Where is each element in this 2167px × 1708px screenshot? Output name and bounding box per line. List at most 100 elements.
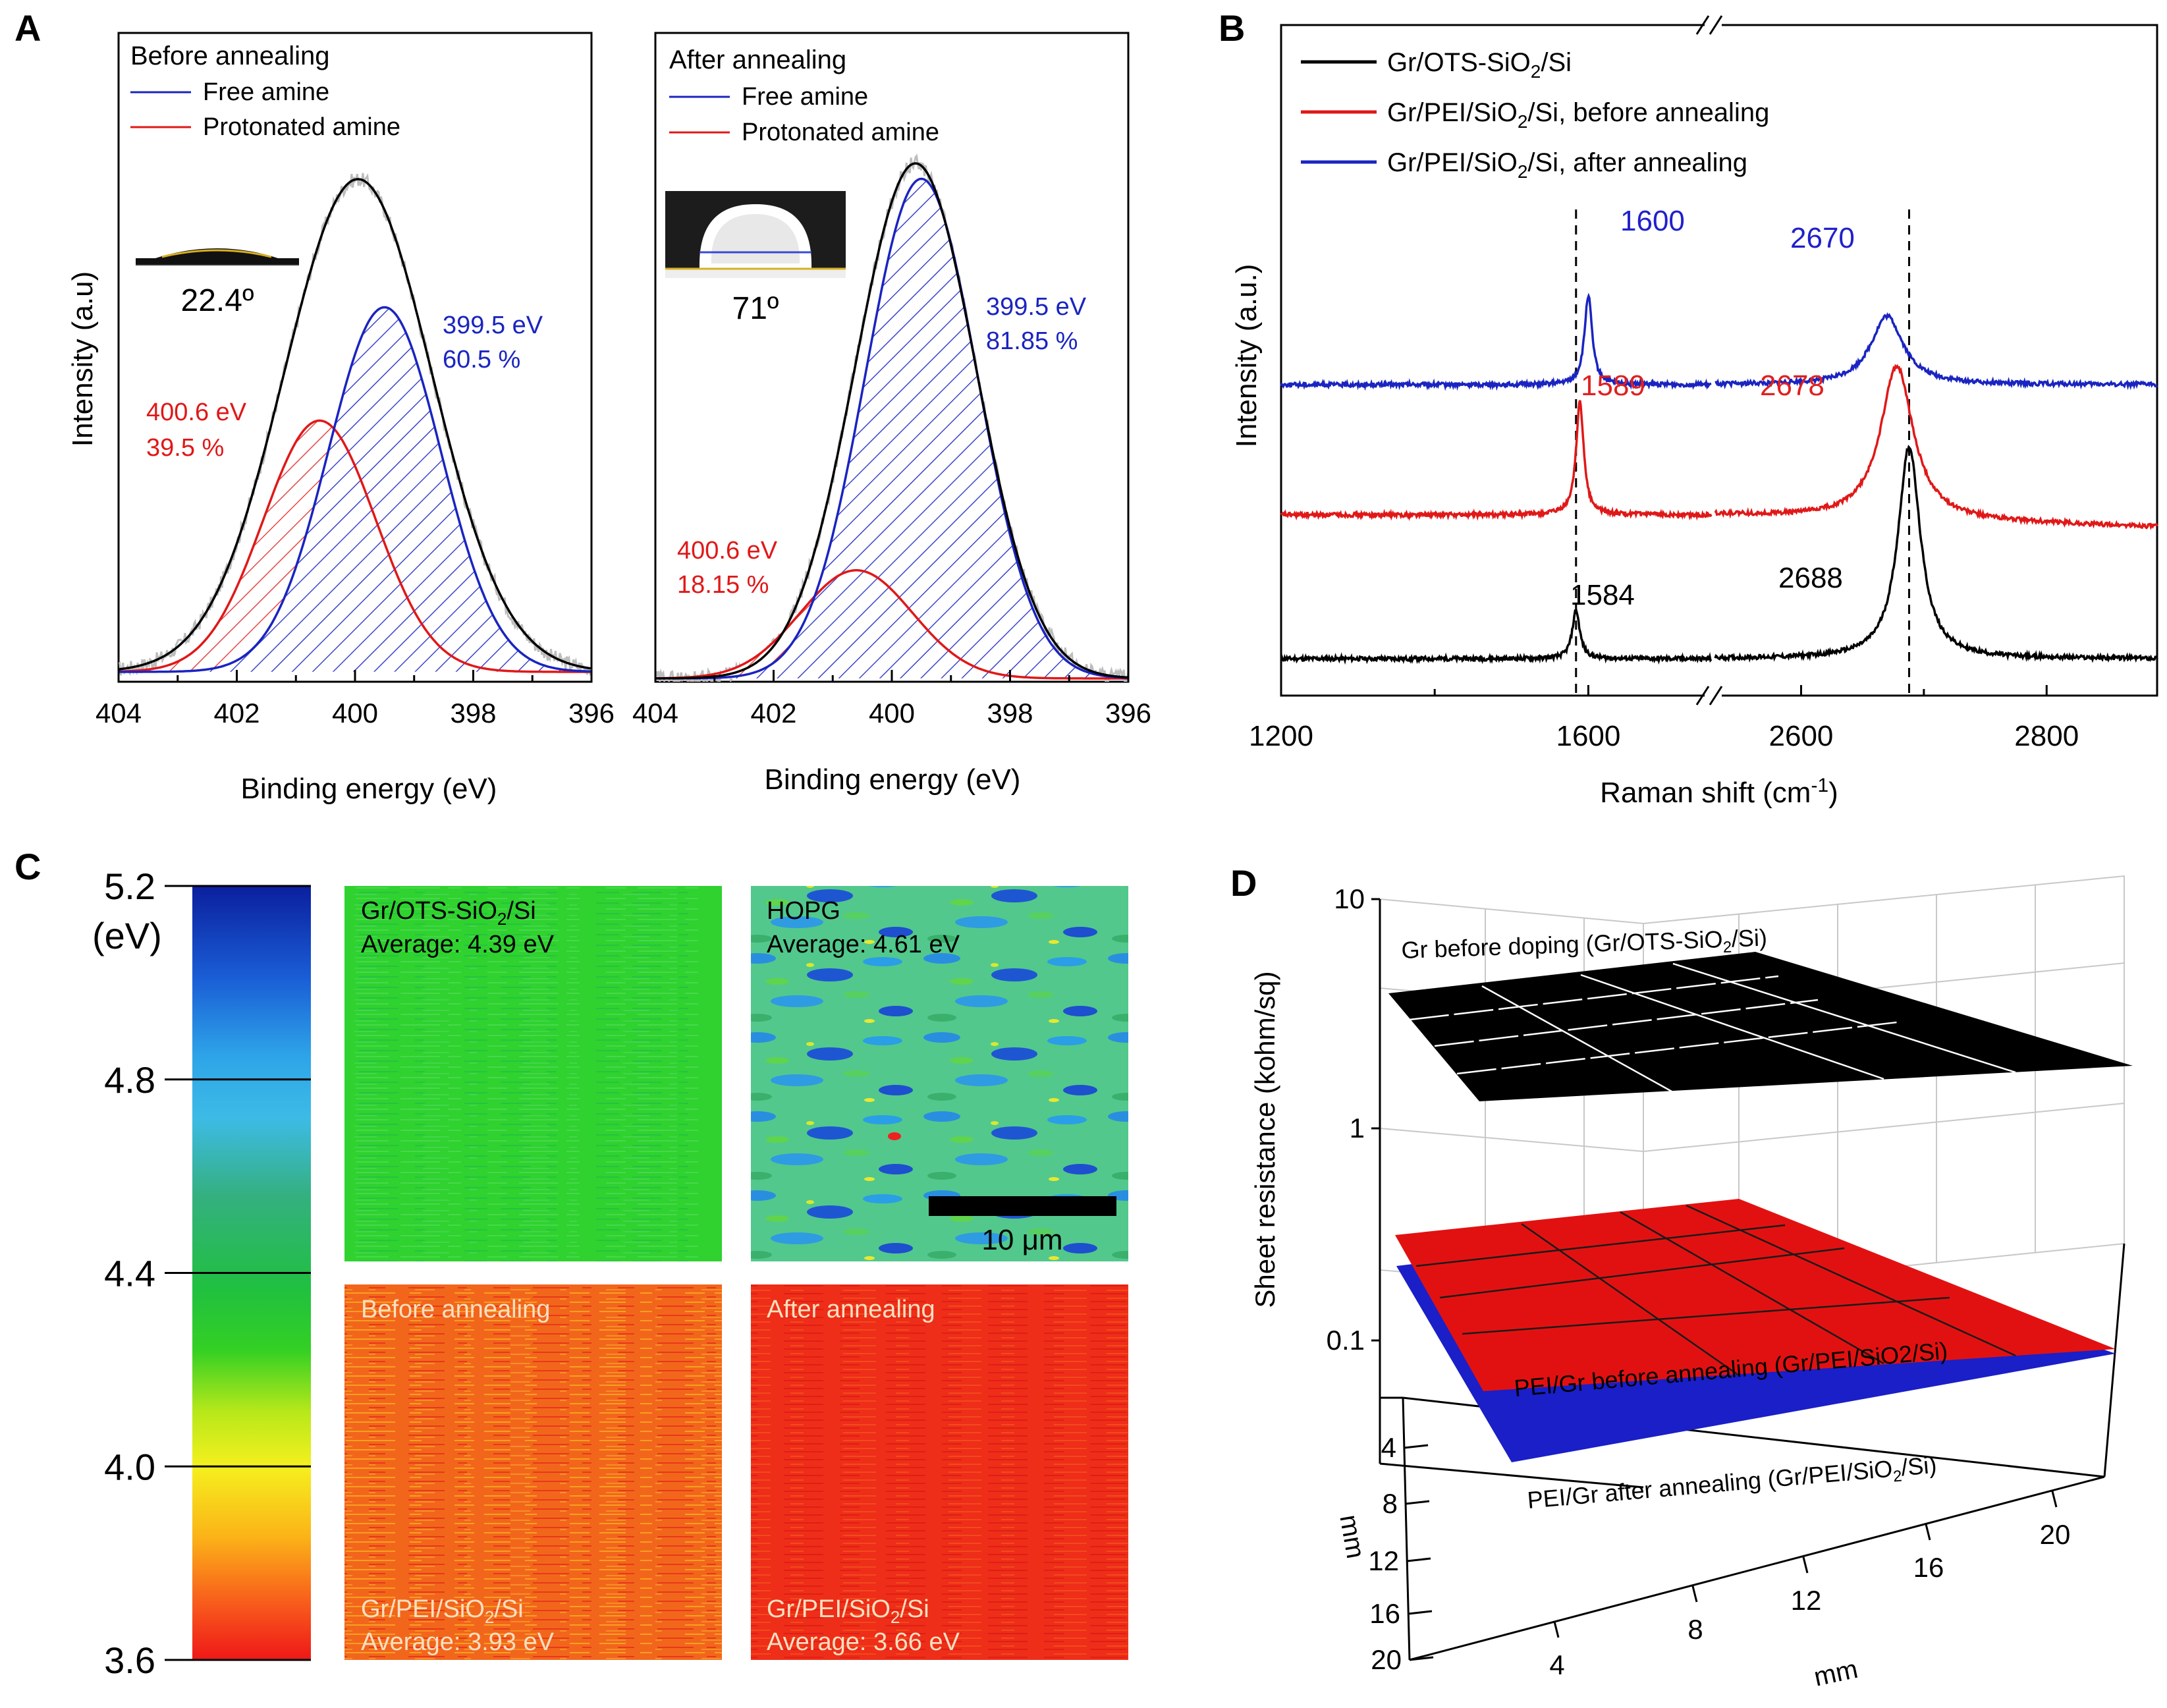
colorbar-ticks: 5.2 4.8 4.4 4.0 3.6 <box>104 866 311 1681</box>
horizontal-axis-ticks: 4 8 12 16 20 <box>1549 1491 2070 1680</box>
x-tick-label: 402 <box>213 698 260 729</box>
free-amine-percent-before: 60.5 % <box>443 346 520 373</box>
xps-before-x-ticks: 404 402 400 398 396 <box>96 670 615 729</box>
map-before-average: Average: 3.93 eV <box>361 1628 555 1656</box>
map-ots-title: Gr/OTS-SiO2/Si <box>361 897 536 929</box>
x-tick-label: 402 <box>750 698 796 729</box>
map-before-annealing <box>344 1284 722 1660</box>
depth-tick-label: 20 <box>1371 1644 1402 1675</box>
xps-after-envelope <box>655 162 1128 680</box>
colorbar-tick-label: 5.2 <box>104 866 155 907</box>
colorbar-tick-label: 3.6 <box>104 1639 155 1681</box>
z-tick-label: 10 <box>1334 883 1365 914</box>
map-before-title: Before annealing <box>361 1296 550 1323</box>
contact-angle-after-label: 71º <box>732 291 779 326</box>
x-tick-label: 404 <box>96 698 142 729</box>
free-amine-energy-before: 399.5 eV <box>443 312 543 339</box>
depth-tick-label: 12 <box>1368 1545 1399 1576</box>
horizontal-tick-label: 20 <box>2040 1519 2071 1550</box>
x-tick-label: 1600 <box>1556 720 1620 752</box>
xps-after-protonated-line <box>655 569 1128 680</box>
colorbar-tick-label: 4.8 <box>104 1059 155 1101</box>
axis-break-mark <box>1709 15 1723 35</box>
xps-after-free-line <box>655 177 1128 680</box>
depth-axis-label: mm <box>1334 1512 1370 1560</box>
panel-label-a: A <box>14 7 41 49</box>
depth-tick-mark <box>1408 1610 1433 1615</box>
legend-protonated-amine-label-after: Protonated amine <box>742 119 939 146</box>
x-tick-label: 398 <box>987 698 1033 729</box>
depth-tick-mark <box>1409 1656 1434 1661</box>
peak-label-2688: 2688 <box>1778 562 1843 594</box>
horizontal-tick-label: 4 <box>1549 1649 1564 1680</box>
free-amine-energy-after: 399.5 eV <box>986 293 1087 321</box>
axis-break-mark <box>1695 686 1710 705</box>
horizontal-tick-label: 16 <box>1913 1552 1944 1583</box>
peak-label-2678: 2678 <box>1760 370 1824 402</box>
surface-black <box>1388 952 2133 1101</box>
x-axis-line <box>1379 1462 1644 1489</box>
map-after-average: Average: 3.66 eV <box>767 1628 960 1656</box>
xps-before-x-axis-label: Binding energy (eV) <box>241 773 497 805</box>
protonated-amine-percent-after: 18.15 % <box>677 571 769 599</box>
hopg-hotspot <box>888 1132 901 1140</box>
depth-tick-mark <box>1406 1557 1431 1562</box>
xps-after-free-fill <box>655 179 1128 678</box>
depth-tick-mark <box>1405 1500 1430 1505</box>
depth-tick-label: 16 <box>1369 1598 1400 1629</box>
xps-before-free-line <box>119 306 591 673</box>
horizontal-tick-mark <box>1925 1524 1931 1541</box>
z-axis-label: Sheet resistance (kohm/sq) <box>1249 971 1280 1308</box>
map-before-sample: Gr/PEI/SiO2/Si <box>361 1595 524 1627</box>
colorbar-tick-label: 4.4 <box>104 1253 155 1294</box>
map-hopg-title: HOPG <box>767 897 840 925</box>
xps-before-chart: Before annealing Free amine Protonated a… <box>67 32 615 805</box>
contact-angle-inset-before <box>136 248 299 265</box>
raman-chart: Gr/OTS-SiO2/Si Gr/PEI/SiO2/Si, before an… <box>1230 15 2158 809</box>
legend-before-label: Gr/PEI/SiO2/Si, before annealing <box>1387 98 1769 132</box>
map-after-sample: Gr/PEI/SiO2/Si <box>767 1595 929 1627</box>
z-tick-label: 0.1 <box>1327 1325 1365 1356</box>
colorbar-unit: (eV) <box>92 915 162 956</box>
raman-x-axis-label: Raman shift (cm-1) <box>1600 775 1838 809</box>
protonated-amine-energy-after: 400.6 eV <box>677 537 778 565</box>
legend-free-amine-label-after: Free amine <box>742 83 868 111</box>
contact-angle-before-label: 22.4º <box>181 283 254 318</box>
z-tick-label: 1 <box>1350 1113 1365 1143</box>
x-tick-label: 1200 <box>1249 720 1313 752</box>
raman-spectra <box>1280 292 2158 665</box>
scale-bar-label: 10 μm <box>981 1224 1062 1256</box>
peak-label-1600: 1600 <box>1620 205 1685 237</box>
horizontal-tick-mark <box>1553 1621 1560 1638</box>
x-tick-label: 2800 <box>2014 720 2079 752</box>
depth-tick-label: 4 <box>1381 1432 1396 1463</box>
legend-after-label: Gr/PEI/SiO2/Si, after annealing <box>1387 148 1747 182</box>
work-function-maps: 5.2 4.8 4.4 4.0 3.6 (eV) Gr/OTS-SiO2/Si Aver… <box>92 866 1128 1681</box>
xps-after-x-ticks: 404 402 400 398 396 <box>632 670 1151 729</box>
raman-y-axis-label: Intensity (a.u.) <box>1230 264 1263 448</box>
x-axis-depth-line <box>1402 1397 1411 1661</box>
raman-x-ticks: 1200 1600 2600 2800 <box>1249 685 2079 752</box>
peak-label-1584: 1584 <box>1570 579 1635 611</box>
free-amine-percent-after: 81.85 % <box>986 327 1078 355</box>
colorbar-tick-label: 4.0 <box>104 1446 155 1487</box>
z-axis-ticks: 10 1 0.1 <box>1327 883 1380 1356</box>
right-axis-line <box>2103 1243 2126 1477</box>
map-ots <box>344 886 722 1261</box>
map-hopg-average: Average: 4.61 eV <box>767 931 960 958</box>
scale-bar <box>929 1196 1116 1216</box>
map-ots-average: Average: 4.39 eV <box>361 931 555 958</box>
x-tick-label: 396 <box>1105 698 1151 729</box>
legend-ots-label: Gr/OTS-SiO2/Si <box>1387 48 1572 82</box>
raman-spectrum <box>1280 364 2158 530</box>
xps-after-chart: After annealing Free amine Protonated am… <box>632 32 1151 796</box>
depth-tick-mark <box>1404 1444 1429 1449</box>
xps-y-axis-label: Intensity (a.u) <box>67 271 99 447</box>
xps-after-x-axis-label: Binding energy (eV) <box>765 763 1021 796</box>
xps-before-free-fill <box>119 307 591 672</box>
legend-protonated-amine-label: Protonated amine <box>203 113 400 141</box>
map-after-title: After annealing <box>767 1296 935 1323</box>
legend-free-amine-label: Free amine <box>203 78 329 106</box>
